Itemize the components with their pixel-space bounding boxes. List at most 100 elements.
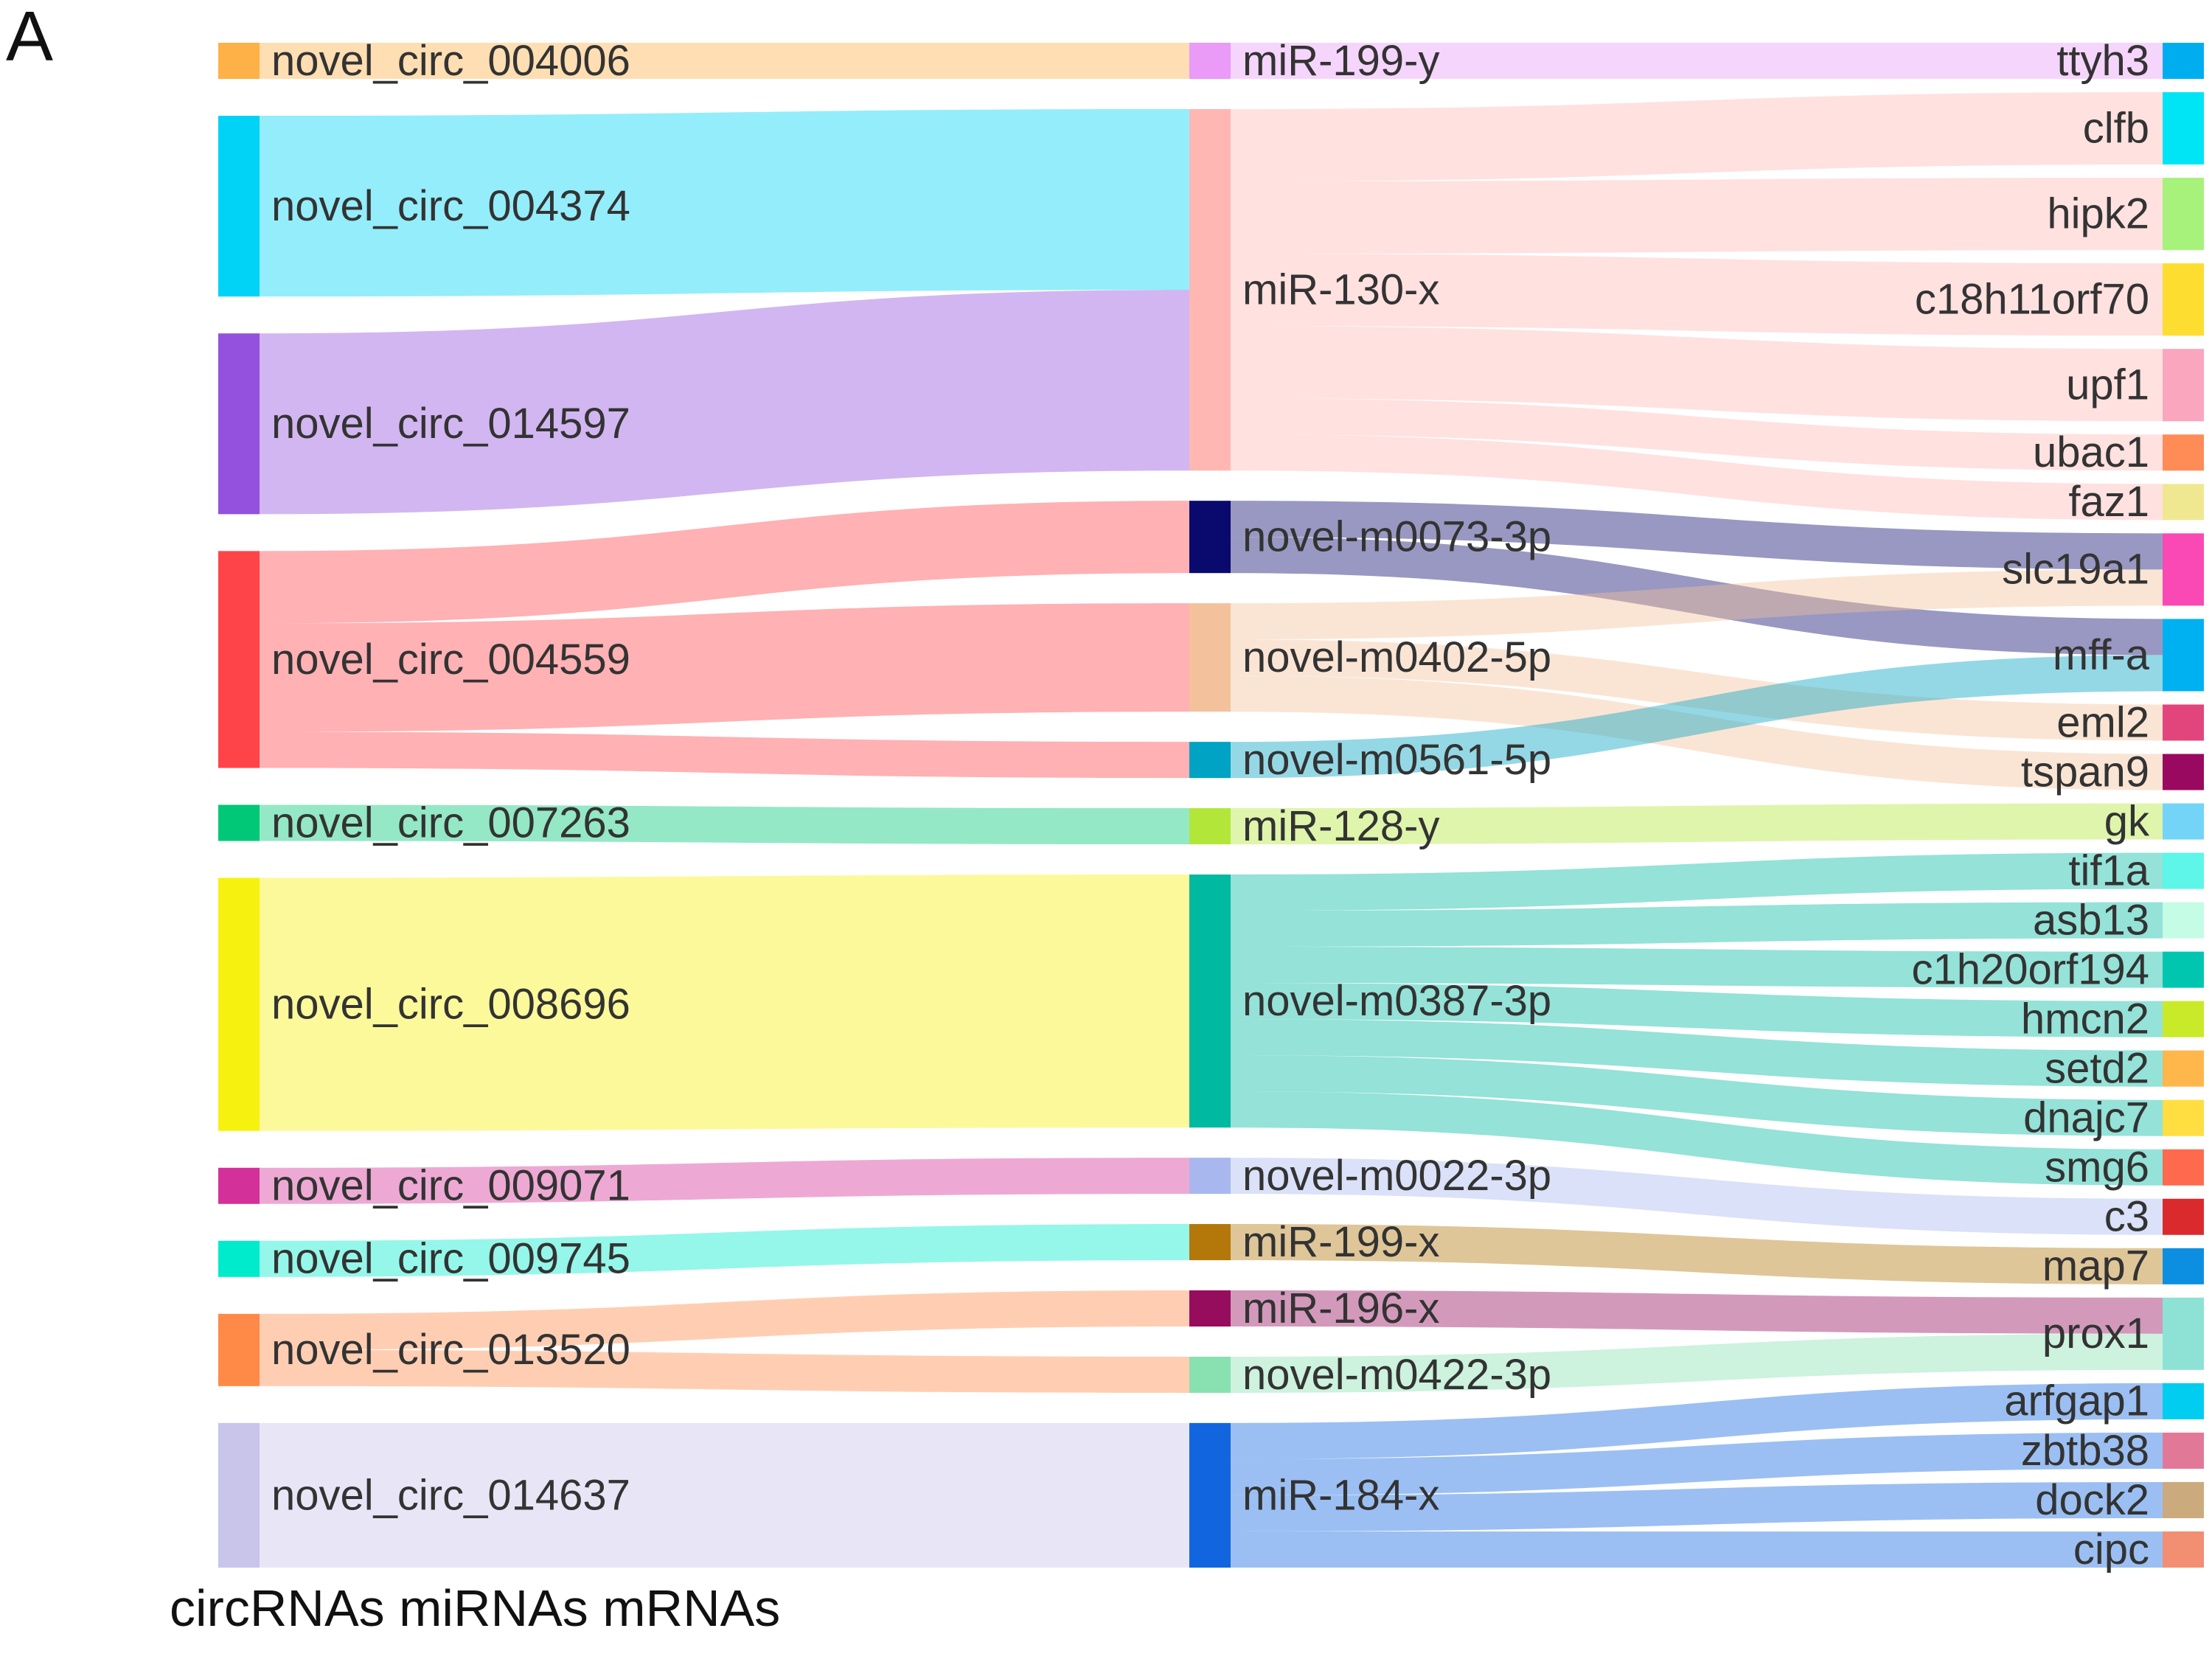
node-ubac1 (2163, 434, 2204, 471)
node-miR-130-x (1189, 108, 1231, 471)
node-miR-184-x (1189, 1422, 1231, 1568)
link-novel-m0022-3p-c3 (1231, 1158, 2163, 1235)
nodes-layer (218, 43, 2204, 1568)
label-miR-196-x: miR-196-x (1242, 1284, 1440, 1332)
label-hmcn2: hmcn2 (2021, 995, 2149, 1043)
link-miR-130-x-upf1 (1231, 326, 2163, 422)
node-arfgap1 (2163, 1383, 2204, 1419)
node-c18h11orf70 (2163, 263, 2204, 336)
link-novel_circ_014597-miR-130-x (260, 290, 1189, 515)
node-tspan9 (2163, 754, 2204, 790)
label-cipc: cipc (2073, 1526, 2149, 1574)
node-map7 (2163, 1248, 2204, 1284)
label-c1h20orf194: c1h20orf194 (1912, 945, 2149, 993)
label-upf1: upf1 (2066, 361, 2149, 409)
link-miR-130-x-hipk2 (1231, 178, 2163, 254)
link-novel_circ_004559-novel-m0073-3p (260, 501, 1189, 624)
panel-label: A (6, 0, 53, 76)
label-novel_circ_008696: novel_circ_008696 (271, 980, 630, 1028)
label-novel_circ_014637: novel_circ_014637 (271, 1471, 630, 1519)
label-novel-m0561-5p: novel-m0561-5p (1242, 736, 1551, 784)
node-novel-m0073-3p (1189, 501, 1231, 574)
node-dnajc7 (2163, 1099, 2204, 1136)
link-novel_circ_004374-miR-130-x (260, 108, 1189, 297)
label-dock2: dock2 (2035, 1476, 2149, 1524)
link-novel-m0402-5p-tspan9 (1231, 675, 2163, 790)
label-novel-m0073-3p: novel-m0073-3p (1242, 513, 1551, 561)
label-novel_circ_004559: novel_circ_004559 (271, 636, 630, 684)
node-cipc (2163, 1531, 2204, 1568)
node-slc19a1 (2163, 533, 2204, 606)
label-clfb: clfb (2083, 104, 2149, 152)
node-hmcn2 (2163, 1001, 2204, 1037)
link-miR-128-y-gk (1231, 803, 2163, 845)
link-novel-m0402-5p-eml2 (1231, 639, 2163, 741)
link-miR-184-x-zbtb38 (1231, 1432, 2163, 1495)
link-novel-m0073-3p-slc19a1 (1231, 501, 2163, 570)
link-novel-m0073-3p-mff-a (1231, 537, 2163, 656)
link-novel-m0387-3p-smg6 (1231, 1091, 2163, 1186)
label-prox1: prox1 (2042, 1310, 2149, 1357)
link-novel_circ_009745-miR-199-x (260, 1224, 1189, 1277)
label-smg6: smg6 (2045, 1144, 2149, 1192)
node-miR-196-x (1189, 1290, 1231, 1327)
node-novel-m0402-5p (1189, 603, 1231, 712)
label-faz1: faz1 (2068, 478, 2149, 526)
link-novel_circ_009071-novel-m0022-3p (260, 1158, 1189, 1204)
node-miR-128-y (1189, 808, 1231, 845)
label-novel_circ_004374: novel_circ_004374 (271, 182, 630, 230)
label-novel_circ_004006: novel_circ_004006 (271, 37, 630, 85)
label-novel-m0387-3p: novel-m0387-3p (1242, 977, 1551, 1025)
label-novel-m0022-3p: novel-m0022-3p (1242, 1152, 1551, 1200)
label-zbtb38: zbtb38 (2021, 1427, 2149, 1475)
label-asb13: asb13 (2033, 896, 2149, 944)
node-miR-199-y (1189, 43, 1231, 80)
label-novel_circ_009745: novel_circ_009745 (271, 1235, 630, 1283)
link-miR-184-x-cipc (1231, 1531, 2163, 1568)
label-arfgap1: arfgap1 (2004, 1377, 2149, 1425)
label-ubac1: ubac1 (2033, 428, 2149, 476)
label-miR-199-x: miR-199-x (1242, 1218, 1440, 1266)
node-hipk2 (2163, 178, 2204, 251)
link-novel-m0387-3p-dnajc7 (1231, 1055, 2163, 1136)
link-novel_circ_004006-miR-199-y (260, 43, 1189, 80)
link-miR-130-x-clfb (1231, 92, 2163, 181)
link-novel_circ_008696-novel-m0387-3p (260, 874, 1189, 1131)
link-novel-m0387-3p-setd2 (1231, 1019, 2163, 1087)
node-novel_circ_014637 (218, 1422, 260, 1568)
label-c3: c3 (2104, 1193, 2149, 1241)
node-ttyh3 (2163, 43, 2204, 80)
label-eml2: eml2 (2056, 698, 2149, 746)
links-layer (260, 43, 2163, 1568)
link-novel-m0422-3p-prox1 (1231, 1333, 2163, 1393)
node-novel_circ_004374 (218, 116, 260, 297)
node-zbtb38 (2163, 1432, 2204, 1469)
node-novel-m0022-3p (1189, 1158, 1231, 1195)
label-map7: map7 (2042, 1242, 2149, 1290)
link-novel-m0387-3p-tif1a (1231, 852, 2163, 911)
node-novel_circ_013520 (218, 1313, 260, 1386)
label-miR-199-y: miR-199-y (1242, 37, 1440, 85)
label-gk: gk (2104, 797, 2150, 845)
label-miR-184-x: miR-184-x (1242, 1471, 1440, 1519)
label-novel_circ_014597: novel_circ_014597 (271, 400, 630, 448)
link-novel_circ_013520-novel-m0422-3p (260, 1349, 1189, 1393)
link-miR-184-x-arfgap1 (1231, 1383, 2163, 1459)
label-novel_circ_007263: novel_circ_007263 (271, 799, 630, 846)
node-gk (2163, 803, 2204, 840)
link-novel-m0402-5p-slc19a1 (1231, 569, 2163, 640)
node-novel_circ_009745 (218, 1240, 260, 1277)
label-slc19a1: slc19a1 (2002, 546, 2149, 594)
label-c18h11orf70: c18h11orf70 (1915, 276, 2149, 324)
node-novel_circ_014597 (218, 333, 260, 515)
node-miR-199-x (1189, 1224, 1231, 1261)
link-miR-184-x-dock2 (1231, 1481, 2163, 1531)
label-miR-128-y: miR-128-y (1242, 802, 1440, 850)
link-novel-m0561-5p-mff-a (1231, 655, 2163, 779)
node-novel-m0561-5p (1189, 742, 1231, 779)
label-novel-m0402-5p: novel-m0402-5p (1242, 633, 1551, 681)
label-miR-130-x: miR-130-x (1242, 265, 1440, 313)
node-eml2 (2163, 704, 2204, 741)
node-upf1 (2163, 349, 2204, 422)
